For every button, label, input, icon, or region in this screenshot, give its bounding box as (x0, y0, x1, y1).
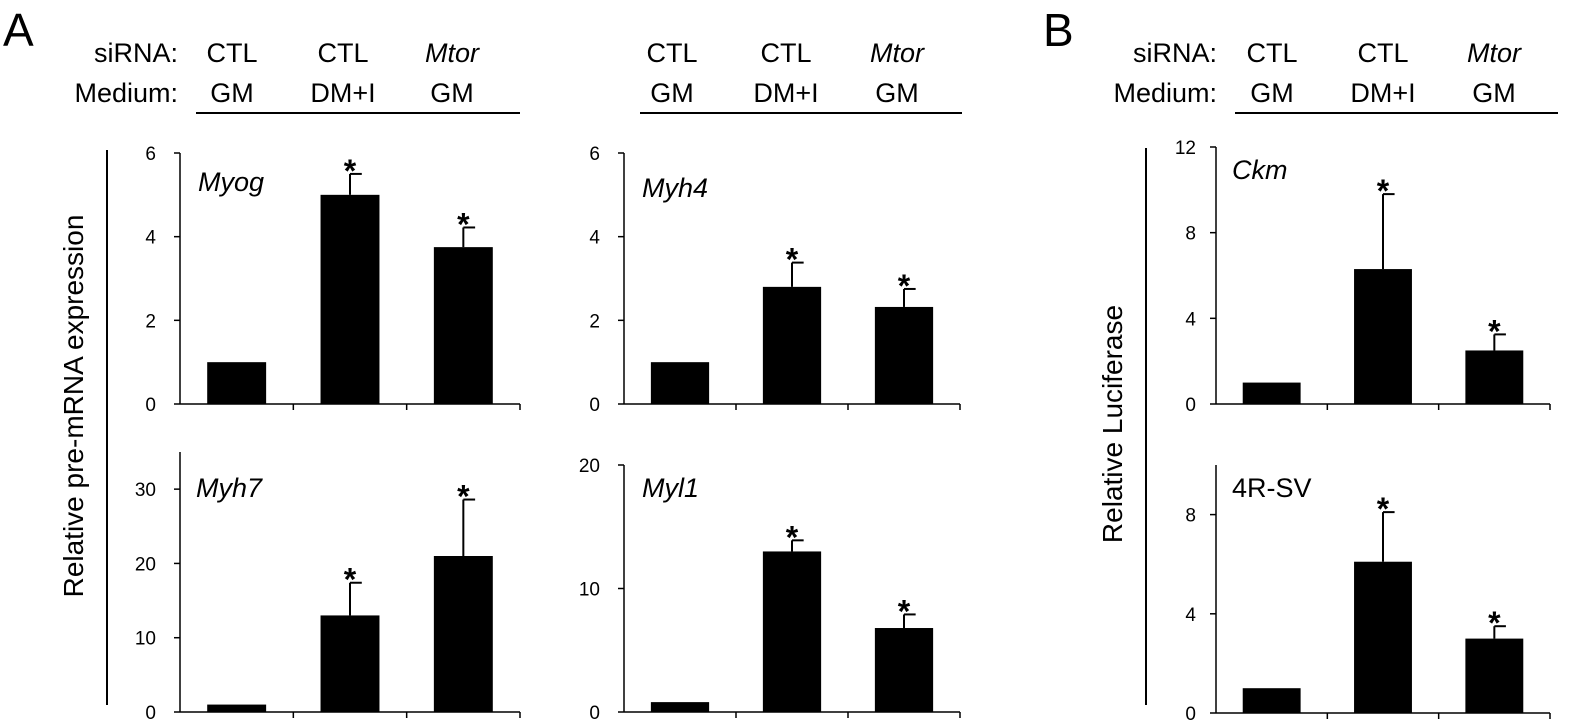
group-medium-label: DM+I (753, 78, 818, 108)
bar (874, 306, 934, 404)
y-tick-label: 6 (589, 144, 600, 165)
group-medium-label: DM+I (1350, 78, 1415, 108)
y-tick-label: 0 (1185, 704, 1196, 725)
y-tick-label: 4 (1185, 309, 1196, 330)
y-axis-label-a: Relative pre-mRNA expression (58, 215, 89, 598)
bar (650, 702, 710, 712)
bar (433, 247, 493, 404)
y-tick-label: 4 (1185, 605, 1196, 626)
chart-title: Ckm (1232, 155, 1288, 185)
y-tick-label: 0 (145, 395, 156, 416)
panel-label-b: B (1043, 4, 1074, 56)
group-medium-label: GM (210, 78, 254, 108)
chart-title: Myl1 (642, 473, 699, 503)
y-tick-label: 8 (1185, 224, 1196, 245)
charts-layer: 0 2 4 6 Myog * * 0 2 4 6 Myh4 * * 0 10 20 30 Myh7 * * 0 10 20 My… (135, 138, 1551, 725)
significance-star: * (1488, 605, 1501, 641)
chart-title: Myh7 (196, 473, 263, 503)
bar (207, 362, 267, 404)
y-tick-label: 0 (1185, 395, 1196, 416)
chart-myog: 0 2 4 6 Myog * * (145, 144, 521, 416)
group-sirna-label: CTL (1357, 38, 1408, 68)
group-medium-label: GM (875, 78, 919, 108)
bar (1354, 269, 1412, 404)
group-sirna-label: CTL (317, 38, 368, 68)
group-sirna-label: Mtor (870, 38, 925, 68)
chart-title: Myh4 (642, 173, 708, 203)
group-medium-label: GM (1250, 78, 1294, 108)
group-sirna-label: Mtor (425, 38, 480, 68)
group-sirna-label: CTL (760, 38, 811, 68)
chart-myh4: 0 2 4 6 Myh4 * * (589, 144, 961, 416)
y-tick-label: 2 (145, 311, 156, 332)
y-tick-label: 20 (135, 554, 156, 575)
y-tick-label: 4 (145, 228, 156, 249)
panel-label-a: A (3, 4, 34, 56)
y-tick-label: 4 (589, 228, 600, 249)
header-b: siRNA: Medium: CTL GM CTL DM+I Mtor GM (1113, 38, 1558, 114)
bar (762, 551, 822, 712)
y-tick-label: 0 (589, 395, 600, 416)
medium-row-label: Medium: (74, 78, 178, 108)
y-tick-label: 10 (579, 580, 600, 601)
y-tick-label: 30 (135, 480, 156, 501)
chart-title: 4R-SV (1232, 473, 1312, 503)
chart-myh7: 0 10 20 30 Myh7 * * (135, 452, 521, 724)
bar (1242, 382, 1301, 404)
group-medium-label: GM (650, 78, 694, 108)
y-tick-label: 0 (145, 703, 156, 724)
bar (874, 628, 934, 712)
bar (1354, 561, 1412, 713)
group-medium-label: DM+I (310, 78, 375, 108)
group-medium-label: GM (1472, 78, 1516, 108)
significance-star: * (898, 268, 911, 304)
group-medium-label: GM (430, 78, 474, 108)
significance-star: * (786, 242, 799, 278)
significance-star: * (786, 519, 799, 555)
significance-star: * (344, 153, 357, 189)
bar (1465, 638, 1524, 713)
bar (320, 194, 380, 404)
significance-star: * (898, 593, 911, 629)
significance-star: * (344, 562, 357, 598)
group-sirna-label: CTL (1246, 38, 1297, 68)
group-sirna-label: CTL (646, 38, 697, 68)
significance-star: * (1377, 173, 1390, 209)
chart-myl1: 0 10 20 Myl1 * * (579, 456, 961, 724)
medium-row-label: Medium: (1113, 78, 1217, 108)
bar (1242, 688, 1301, 713)
bar (1465, 350, 1524, 404)
y-tick-label: 0 (589, 703, 600, 724)
bar (207, 704, 267, 712)
chart-title: Myog (198, 167, 264, 197)
header-a-left: siRNA: Medium: CTL GM CTL DM+I Mtor GM (74, 38, 520, 114)
significance-star: * (1377, 491, 1390, 527)
y-tick-label: 10 (135, 629, 156, 650)
y-tick-label: 20 (579, 456, 600, 477)
group-sirna-label: CTL (206, 38, 257, 68)
sirna-row-label: siRNA: (94, 38, 178, 68)
y-tick-label: 2 (589, 311, 600, 332)
bar (762, 286, 822, 404)
header-a-right: CTL GM CTL DM+I Mtor GM (640, 38, 962, 114)
bar (433, 556, 493, 712)
significance-star: * (457, 479, 470, 515)
significance-star: * (1488, 313, 1501, 349)
sirna-row-label: siRNA: (1133, 38, 1217, 68)
bar (650, 362, 710, 404)
y-tick-label: 8 (1185, 506, 1196, 527)
significance-star: * (457, 206, 470, 242)
chart-ckm: 0 4 8 12 Ckm * * (1175, 138, 1551, 416)
y-tick-label: 6 (145, 144, 156, 165)
chart-4rsv: 0 4 8 4R-SV * * (1185, 465, 1551, 725)
y-axis-label-b: Relative Luciferase (1097, 305, 1128, 543)
bar (320, 615, 380, 712)
y-tick-label: 12 (1175, 138, 1196, 159)
group-sirna-label: Mtor (1467, 38, 1522, 68)
